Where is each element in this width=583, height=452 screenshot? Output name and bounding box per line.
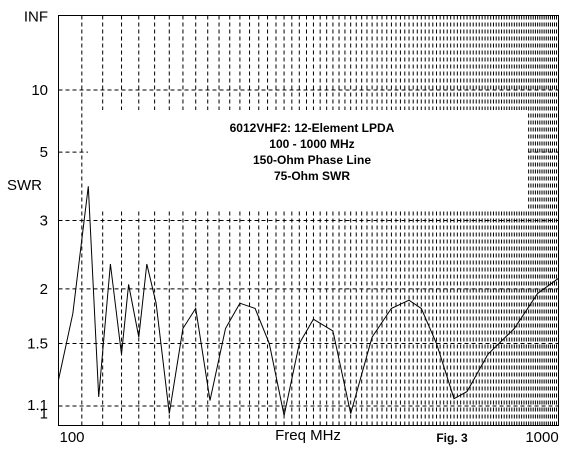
y-tick-label: 1 bbox=[40, 406, 48, 423]
x-tick-labels: 100 1000 bbox=[59, 429, 558, 446]
y-tick-label: INF bbox=[24, 9, 48, 26]
y-axis-title: SWR bbox=[7, 177, 42, 194]
y-tick-labels: INF 10 5 3 2 1.5 1.11 bbox=[24, 9, 48, 423]
x-axis-title: Freq MHz bbox=[275, 427, 341, 444]
swr-series bbox=[58, 186, 559, 416]
plot-frame bbox=[58, 15, 559, 426]
swr-line bbox=[58, 186, 559, 416]
x-tick-label: 1000 bbox=[525, 429, 558, 446]
figure-label: Fig. 3 bbox=[436, 431, 468, 445]
grid-lines bbox=[58, 15, 559, 426]
y-tick-label: 1.5 bbox=[27, 336, 48, 353]
annotation-line-2: 100 - 1000 MHz bbox=[269, 137, 354, 151]
annotation-line-3: 150-Ohm Phase Line bbox=[253, 153, 371, 167]
y-tick-label: 1.1 bbox=[27, 397, 48, 414]
x-tick-label: 100 bbox=[59, 429, 84, 446]
y-tick-label: 10 bbox=[31, 82, 48, 99]
annotation-line-1: 6012VHF2: 12-Element LPDA bbox=[230, 121, 395, 135]
y-tick-label: 3 bbox=[40, 213, 48, 230]
annotation-box bbox=[88, 110, 528, 210]
annotation-line-4: 75-Ohm SWR bbox=[274, 169, 350, 183]
y-tick-label: 5 bbox=[40, 144, 48, 161]
y-tick-label: 2 bbox=[40, 281, 48, 298]
